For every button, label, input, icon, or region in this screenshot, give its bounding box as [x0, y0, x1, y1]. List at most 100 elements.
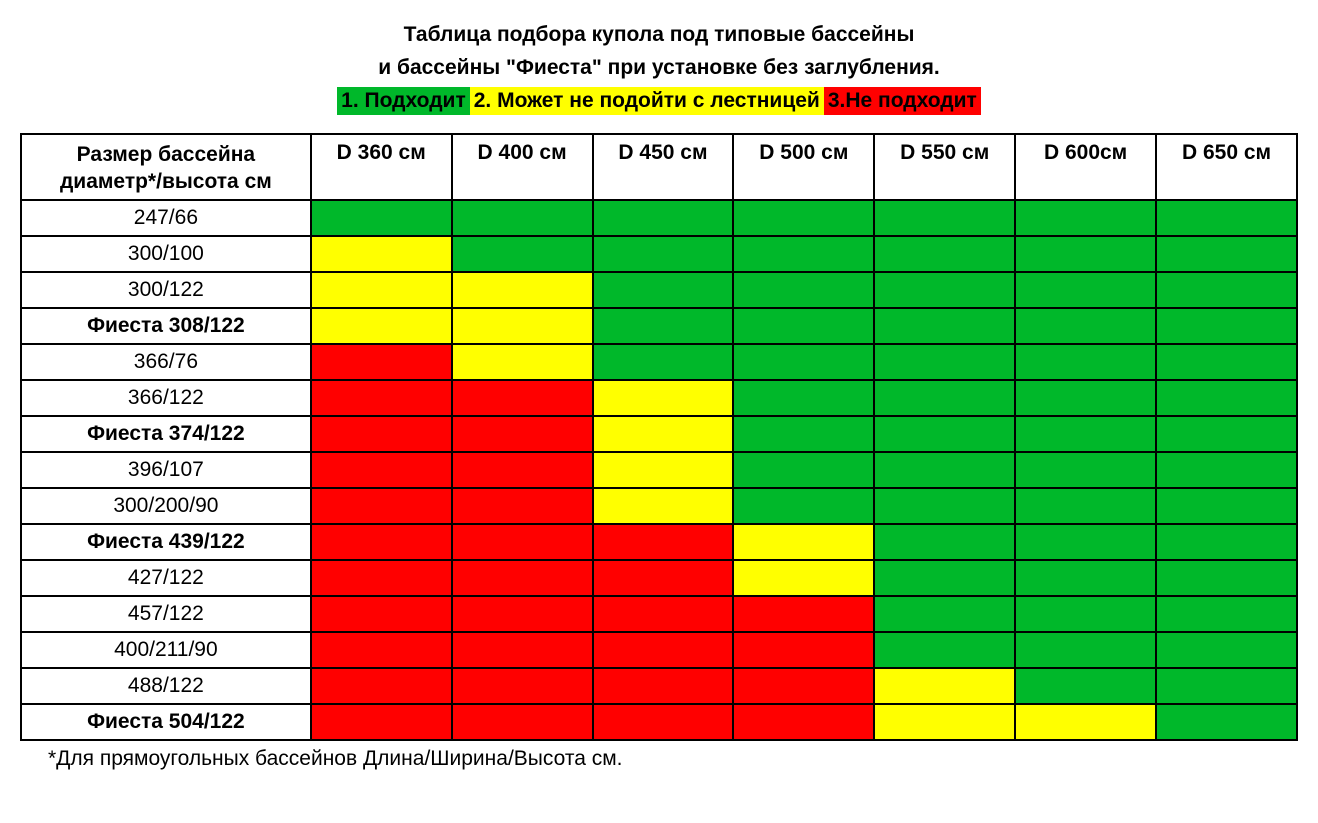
legend-no: 3.Не подходит [824, 87, 981, 115]
status-cell [311, 308, 452, 344]
status-cell [593, 704, 734, 740]
status-cell [593, 488, 734, 524]
status-cell [1156, 524, 1297, 560]
column-header: D 550 см [874, 134, 1015, 201]
status-cell [311, 668, 452, 704]
status-cell [452, 668, 593, 704]
status-cell [452, 704, 593, 740]
status-cell [1015, 272, 1156, 308]
table-row: 400/211/90 [21, 632, 1297, 668]
status-cell [1015, 380, 1156, 416]
status-cell [593, 308, 734, 344]
status-cell [311, 416, 452, 452]
table-row: 366/122 [21, 380, 1297, 416]
status-cell [733, 452, 874, 488]
status-cell [874, 308, 1015, 344]
status-cell [1156, 704, 1297, 740]
column-header: D 650 см [1156, 134, 1297, 201]
status-cell [874, 380, 1015, 416]
status-cell [1156, 452, 1297, 488]
status-cell [1015, 236, 1156, 272]
status-cell [874, 452, 1015, 488]
status-cell [311, 560, 452, 596]
status-cell [1156, 272, 1297, 308]
status-cell [1015, 200, 1156, 236]
status-cell [311, 488, 452, 524]
status-cell [733, 344, 874, 380]
status-cell [1015, 704, 1156, 740]
legend-fits: 1. Подходит [337, 87, 470, 115]
status-cell [311, 380, 452, 416]
status-cell [311, 272, 452, 308]
column-header: D 500 см [733, 134, 874, 201]
legend-maybe: 2. Может не подойти с лестницей [470, 87, 824, 115]
status-cell [1156, 596, 1297, 632]
status-cell [1015, 668, 1156, 704]
table-row: 300/122 [21, 272, 1297, 308]
status-cell [733, 236, 874, 272]
status-cell [1015, 344, 1156, 380]
table-row: 457/122 [21, 596, 1297, 632]
column-header-label: Размер бассейна диаметр*/высота см [21, 134, 311, 201]
status-cell [874, 236, 1015, 272]
column-header: D 400 см [452, 134, 593, 201]
status-cell [452, 272, 593, 308]
status-cell [593, 596, 734, 632]
row-label: 396/107 [21, 452, 311, 488]
status-cell [452, 380, 593, 416]
status-cell [874, 524, 1015, 560]
status-cell [1156, 308, 1297, 344]
status-cell [874, 344, 1015, 380]
status-cell [733, 380, 874, 416]
status-cell [593, 560, 734, 596]
table-row: 488/122 [21, 668, 1297, 704]
status-cell [874, 560, 1015, 596]
status-cell [1156, 344, 1297, 380]
status-cell [733, 704, 874, 740]
table-row: Фиеста 439/122 [21, 524, 1297, 560]
status-cell [733, 200, 874, 236]
status-cell [874, 200, 1015, 236]
status-cell [1015, 488, 1156, 524]
status-cell [452, 200, 593, 236]
status-cell [452, 560, 593, 596]
status-cell [311, 524, 452, 560]
table-row: Фиеста 308/122 [21, 308, 1297, 344]
title-line-2: и бассейны "Фиеста" при установке без за… [20, 53, 1298, 82]
status-cell [311, 236, 452, 272]
status-cell [452, 344, 593, 380]
status-cell [733, 416, 874, 452]
status-cell [452, 308, 593, 344]
row-label: 300/122 [21, 272, 311, 308]
status-cell [733, 668, 874, 704]
status-cell [452, 236, 593, 272]
status-cell [593, 416, 734, 452]
column-header: D 600см [1015, 134, 1156, 201]
status-cell [733, 272, 874, 308]
status-cell [733, 596, 874, 632]
footnote: *Для прямоугольных бассейнов Длина/Ширин… [48, 747, 1298, 771]
status-cell [874, 668, 1015, 704]
status-cell [1015, 632, 1156, 668]
status-cell [1156, 632, 1297, 668]
status-cell [1156, 200, 1297, 236]
row-label: 400/211/90 [21, 632, 311, 668]
row-label: 247/66 [21, 200, 311, 236]
status-cell [1156, 416, 1297, 452]
status-cell [452, 452, 593, 488]
status-cell [593, 344, 734, 380]
status-cell [593, 200, 734, 236]
status-cell [733, 524, 874, 560]
row-label: 366/122 [21, 380, 311, 416]
status-cell [874, 704, 1015, 740]
row-label: Фиеста 439/122 [21, 524, 311, 560]
table-row: 366/76 [21, 344, 1297, 380]
status-cell [733, 632, 874, 668]
status-cell [874, 596, 1015, 632]
status-cell [733, 560, 874, 596]
table-row: Фиеста 504/122 [21, 704, 1297, 740]
status-cell [1156, 668, 1297, 704]
status-cell [1015, 560, 1156, 596]
status-cell [311, 596, 452, 632]
column-header: D 450 см [593, 134, 734, 201]
